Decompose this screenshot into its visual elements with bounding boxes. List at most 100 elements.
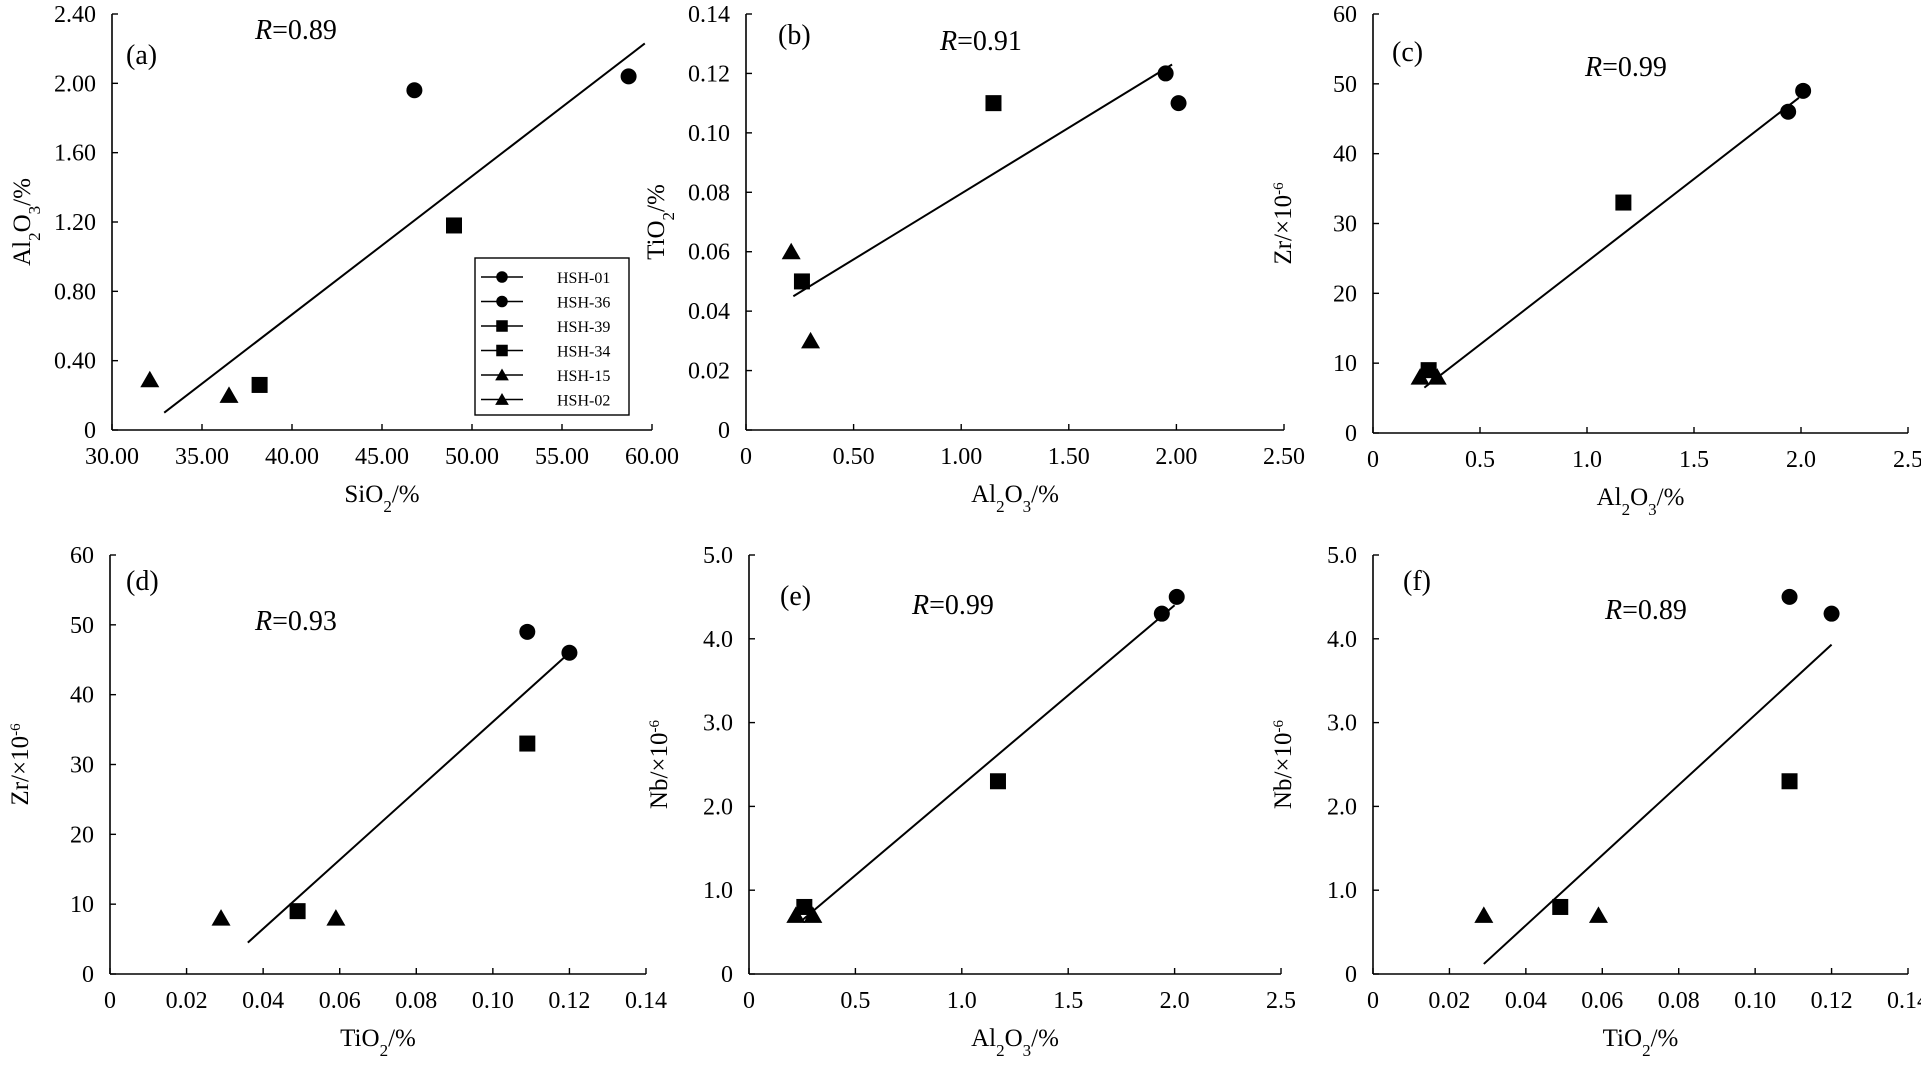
panel-label: (f) [1403,566,1431,597]
legend: HSH-01 HSH-36 HSH-39 HSH-34 HSH-15 HSH-02 [474,257,630,416]
x-tick-label: 0 [743,988,755,1014]
y-axis-title: Nb/×10-6 [1270,719,1297,809]
x-axis-title: SiO2/% [344,481,419,516]
panel-b: 0 0.50 1.00 1.50 2.00 2.50 0 0.02 0.04 0.06 0.08 0.… [643,2,1305,516]
y-tick-label: 60 [1333,2,1357,28]
y-tick-label: 1.20 [54,210,96,236]
data-point-hsh-15 [211,909,231,926]
data-point-hsh-02 [801,331,821,349]
data-point-hsh-39 [1615,194,1632,211]
regression-line [1423,97,1800,389]
x-tick-label: 1.50 [1048,444,1090,470]
x-tick-label: 1.0 [1572,447,1602,473]
panel-f: 0 0.02 0.04 0.06 0.08 0.10 0.12 0.14 0 1.0 2.0 3.0 4… [1270,543,1921,1060]
panel-label: (b) [778,20,811,51]
data-point-hsh-15 [786,906,806,923]
panel-label: (a) [126,40,157,71]
y-tick-label: 20 [1333,281,1357,307]
data-point-hsh-15 [1410,368,1430,385]
x-tick-label: 0.04 [1505,988,1547,1014]
legend-marker-circle [496,295,508,308]
x-axis-title: Al2O3/% [971,481,1059,516]
x-tick-label: 40.00 [265,444,319,470]
y-axis-title: Zr/×10-6 [7,723,34,806]
r-annotation: R=0.99 [911,590,994,621]
x-tick-label: 0 [740,444,752,470]
x-tick-label: 0.02 [1428,988,1470,1014]
data-point-hsh-01 [519,623,536,640]
data-point-hsh-34 [793,273,810,290]
x-tick-label: 50.00 [445,444,499,470]
data-point-hsh-02 [219,386,239,403]
x-tick-label: 0.14 [1887,988,1921,1014]
x-tick-label: 2.0 [1160,988,1190,1014]
y-tick-label: 0.12 [688,61,730,87]
y-tick-label: 0 [718,418,730,444]
x-tick-label: 2.00 [1155,444,1197,470]
y-axis-title: TiO2/% [643,184,678,260]
legend-marker-square [496,320,508,332]
data-point-hsh-15 [781,242,801,260]
data-point-hsh-36 [1168,588,1185,605]
data-point-hsh-15 [1474,906,1494,923]
data-point-hsh-01 [1153,605,1170,622]
y-tick-label: 2.0 [1327,794,1357,820]
legend-label: HSH-39 [557,319,610,336]
y-tick-label: 40 [1333,142,1357,168]
x-tick-label: 0.5 [840,988,870,1014]
data-point-hsh-02 [1588,906,1608,923]
x-tick-label: 1.5 [1053,988,1083,1014]
y-tick-label: 0 [1345,421,1357,447]
y-tick-label: 3.0 [703,711,733,737]
data-point-hsh-36 [1823,605,1840,622]
y-tick-label: 10 [70,892,94,918]
data-point-hsh-34 [796,898,813,915]
data-point-hsh-39 [1781,773,1798,790]
legend-marker-group [496,295,508,308]
x-tick-label: 1.5 [1679,447,1709,473]
y-tick-label: 1.0 [703,878,733,904]
y-tick-label: 0 [1345,962,1357,988]
y-tick-label: 1.60 [54,141,96,167]
panel-label: (e) [780,581,811,612]
data-point-hsh-36 [620,68,637,85]
legend-box [474,257,630,416]
y-axis-title: Zr/×10-6 [1270,182,1297,265]
panels-group: 30.00 35.00 40.00 45.00 50.00 55.00 60.00 0 0.40… [7,2,1921,1060]
y-tick-label: 30 [1333,212,1357,238]
panel-e: 0 0.5 1.0 1.5 2.0 2.5 0 1.0 2.0 3.0 4.0 5.0 Al2O3/% N… [646,543,1296,1060]
x-axis-title: Al2O3/% [971,1025,1059,1060]
data-point-hsh-36 [1170,95,1187,112]
r-annotation: R=0.89 [254,15,337,46]
y-tick-label: 5.0 [1327,543,1357,569]
legend-marker-triangle [495,393,509,405]
y-tick-label: 0.06 [688,240,730,266]
data-point-hsh-39 [985,95,1002,112]
x-tick-label: 0.08 [1658,988,1700,1014]
regression-line [799,604,1176,923]
regression-line [247,652,571,944]
x-tick-label: 0.08 [395,988,437,1014]
x-tick-label: 0.06 [1581,988,1623,1014]
x-tick-label: 0 [104,988,116,1014]
panel-c: 0 0.5 1.0 1.5 2.0 2.5 0 10 20 30 40 50 60 Al2O3/% Zr/×… [1270,2,1921,519]
x-tick-label: 0.02 [166,988,208,1014]
x-tick-label: 0.10 [472,988,514,1014]
y-tick-label: 0.02 [688,359,730,385]
x-tick-label: 35.00 [175,444,229,470]
y-tick-label: 0.10 [688,121,730,147]
data-point-hsh-02 [803,906,823,923]
data-point-hsh-36 [561,644,578,661]
legend-marker-triangle [495,368,509,381]
legend-label: HSH-02 [557,393,610,410]
data-point-hsh-01 [406,82,423,99]
legend-label: HSH-01 [557,270,610,287]
x-tick-label: 45.00 [355,444,409,470]
x-axis-title: TiO2/% [1603,1025,1679,1060]
legend-marker-group [495,368,509,381]
x-axis-title: TiO2/% [340,1025,416,1060]
y-tick-label: 20 [70,822,94,848]
y-tick-label: 2.00 [54,71,96,97]
